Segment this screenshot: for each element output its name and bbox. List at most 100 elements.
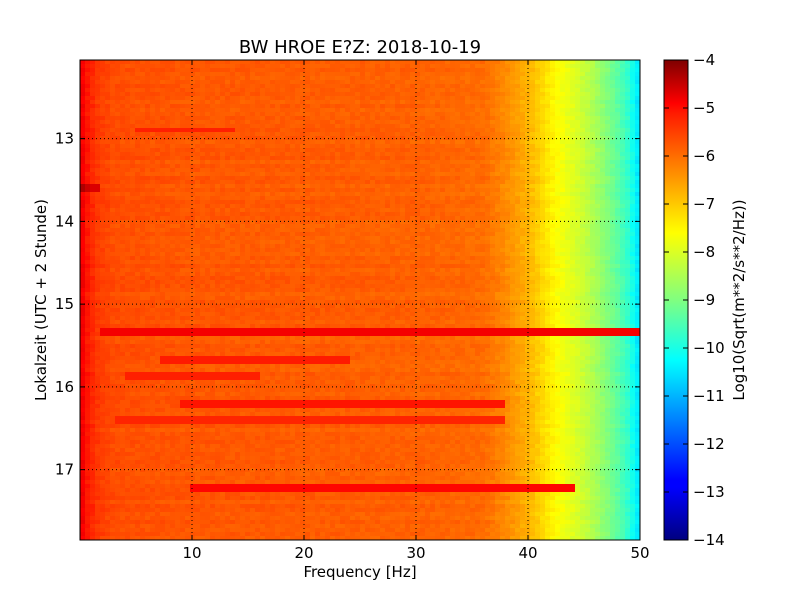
heatmap-cell [490,228,496,233]
heatmap-cell [235,60,241,65]
heatmap-cell [565,84,571,89]
heatmap-cell [95,84,101,89]
heatmap-cell [275,140,281,145]
heatmap-cell [225,200,231,205]
heatmap-cell [180,152,186,157]
heatmap-cell [460,144,466,149]
heatmap-cell [180,180,186,185]
heatmap-cell [535,196,541,201]
heatmap-cell [560,128,566,133]
heatmap-cell [580,164,586,169]
heatmap-cell [460,168,466,173]
heatmap-cell [630,180,636,185]
heatmap-cell [250,184,256,189]
heatmap-cell [515,152,521,157]
heatmap-cell [175,196,181,201]
heatmap-cell [490,116,496,121]
heatmap-cell [475,68,481,73]
heatmap-cell [430,176,436,181]
heatmap-cell [325,188,331,193]
heatmap-cell [220,220,226,225]
heatmap-cell [515,208,521,213]
heatmap-cell [270,204,276,209]
heatmap-cell [145,132,151,137]
heatmap-cell [540,132,546,137]
heatmap-cell [570,176,576,181]
heatmap-cell [155,92,161,97]
heatmap-cell [165,68,171,73]
heatmap-cell [555,92,561,97]
heatmap-cell [405,168,411,173]
heatmap-cell [530,124,536,129]
heatmap-cell [140,152,146,157]
heatmap-cell [200,80,206,85]
heatmap-cell [360,148,366,153]
heatmap-cell [130,152,136,157]
heatmap-cell [595,116,601,121]
heatmap-cell [115,80,121,85]
heatmap-cell [345,60,351,65]
heatmap-cell [280,104,286,109]
heatmap-cell [235,236,241,241]
heatmap-cell [635,108,640,113]
heatmap-cell [490,60,496,65]
heatmap-cell [275,84,281,89]
heatmap-cell [490,128,496,133]
heatmap-cell [150,160,156,165]
heatmap-cell [470,112,476,117]
heatmap-cell [180,132,186,137]
heatmap-cell [425,156,431,161]
heatmap-cell [635,192,640,197]
heatmap-cell [285,76,291,81]
heatmap-cell [375,188,381,193]
heatmap-cell [260,124,266,129]
heatmap-cell [255,88,261,93]
heatmap-cell [210,132,216,137]
heatmap-cell [605,92,611,97]
heatmap-cell [445,76,451,81]
heatmap-cell [290,72,296,77]
heatmap-cell [405,104,411,109]
heatmap-cell [425,192,431,197]
heatmap-cell [280,80,286,85]
heatmap-cell [445,180,451,185]
heatmap-cell [415,80,421,85]
heatmap-cell [415,164,421,169]
heatmap-cell [505,224,511,229]
heatmap-cell [350,88,356,93]
heatmap-cell [495,160,501,165]
heatmap-cell [500,184,506,189]
heatmap-cell [225,148,231,153]
heatmap-cell [195,188,201,193]
heatmap-cell [165,164,171,169]
heatmap-cell [280,112,286,117]
heatmap-cell [475,148,481,153]
heatmap-cell [460,136,466,141]
heatmap-cell [410,180,416,185]
heatmap-cell [90,184,96,189]
heatmap-cell [580,180,586,185]
heatmap-cell [415,188,421,193]
heatmap-cell [290,64,296,69]
heatmap-cell [375,108,381,113]
heatmap-cell [180,100,186,105]
heatmap-cell [555,116,561,121]
heatmap-cell [255,124,261,129]
heatmap-cell [475,220,481,225]
heatmap-cell [355,192,361,197]
heatmap-cell [180,172,186,177]
heatmap-cell [380,124,386,129]
heatmap-cell [385,108,391,113]
heatmap-cell [620,116,626,121]
heatmap-cell [565,80,571,85]
heatmap-cell [105,92,111,97]
heatmap-cell [490,80,496,85]
heatmap-cell [575,108,581,113]
heatmap-cell [390,208,396,213]
heatmap-cell [250,80,256,85]
heatmap-cell [130,144,136,149]
heatmap-cell [570,84,576,89]
heatmap-cell [570,112,576,117]
heatmap-cell [410,60,416,65]
heatmap-cell [445,140,451,145]
